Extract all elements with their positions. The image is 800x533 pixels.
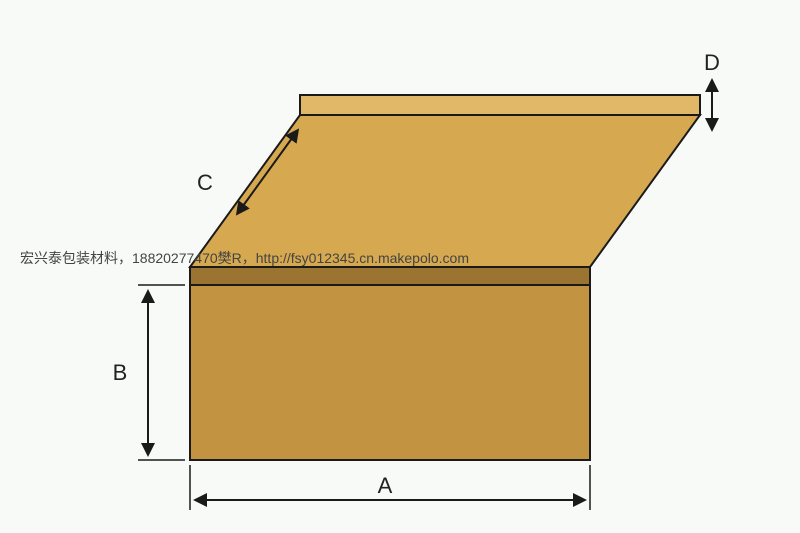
front-top-edge <box>190 267 590 285</box>
label-D: D <box>704 50 720 75</box>
label-B: B <box>113 360 128 385</box>
label-A: A <box>378 473 393 498</box>
flange-far-end <box>300 95 700 115</box>
watermark-text: 宏兴泰包装材料，18820277470樊R，http://fsy012345.c… <box>20 248 469 268</box>
label-C: C <box>197 170 213 195</box>
front-face <box>190 285 590 460</box>
